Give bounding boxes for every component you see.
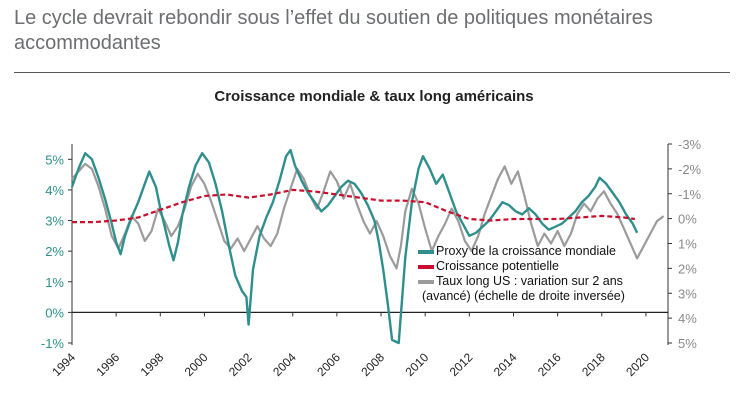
left-tick-label: 0% [45, 305, 64, 320]
right-tick-label: 3% [678, 286, 697, 301]
x-tick-label: 1996 [93, 350, 122, 379]
x-tick-label: 1994 [49, 350, 78, 379]
chart-title: Croissance mondiale & taux long américai… [214, 88, 534, 105]
legend-item-rates: Taux long US : variation sur 2 ans [418, 274, 680, 289]
legend-label-rates: Taux long US : variation sur 2 ans [436, 274, 623, 288]
title-divider [14, 72, 730, 73]
x-tick-label: 2018 [579, 350, 608, 379]
right-tick-label: 2% [678, 261, 697, 276]
right-tick-label: -3% [678, 137, 702, 152]
x-tick-label: 2012 [447, 350, 476, 379]
legend-label-potential: Croissance potentielle [436, 259, 559, 273]
left-tick-label: -1% [41, 336, 65, 351]
x-tick-label: 2004 [270, 350, 299, 379]
left-tick-label: 2% [45, 244, 64, 259]
right-tick-label: 4% [678, 311, 697, 326]
left-tick-label: 3% [45, 214, 64, 229]
x-tick-label: 2020 [623, 350, 652, 379]
x-tick-label: 2016 [535, 350, 564, 379]
legend-swatch-potential [418, 265, 434, 269]
legend-label-rates-continuation: (avancé) (échelle de droite inversée) [422, 289, 625, 303]
right-tick-label: 0% [678, 212, 697, 227]
series-line-rates [71, 162, 665, 270]
legend-label-proxy: Proxy de la croissance mondiale [436, 244, 616, 258]
legend: Proxy de la croissance mondiale Croissan… [418, 244, 680, 304]
right-tick-label: -2% [678, 162, 702, 177]
series-group [70, 148, 665, 345]
legend-item-potential: Croissance potentielle [418, 259, 680, 274]
x-tick-label: 2010 [403, 350, 432, 379]
x-tick-label: 1998 [138, 350, 167, 379]
right-tick-label: -1% [678, 187, 702, 202]
right-tick-label: 5% [678, 336, 697, 351]
legend-swatch-rates [418, 280, 434, 284]
legend-item-proxy: Proxy de la croissance mondiale [418, 244, 680, 259]
x-tick-label: 2002 [226, 350, 255, 379]
left-tick-label: 1% [45, 275, 64, 290]
legend-swatch-proxy [418, 250, 434, 254]
x-tick-label: 2006 [314, 350, 343, 379]
series-line-potential [72, 188, 636, 224]
page-title: Le cycle devrait rebondir sous l’effet d… [14, 7, 653, 54]
x-tick-label: 2008 [358, 350, 387, 379]
x-tick-label: 2000 [182, 350, 211, 379]
x-tick-label: 2014 [491, 350, 520, 379]
left-tick-label: 4% [45, 183, 64, 198]
right-tick-label: 1% [678, 237, 697, 252]
left-tick-label: 5% [45, 152, 64, 167]
